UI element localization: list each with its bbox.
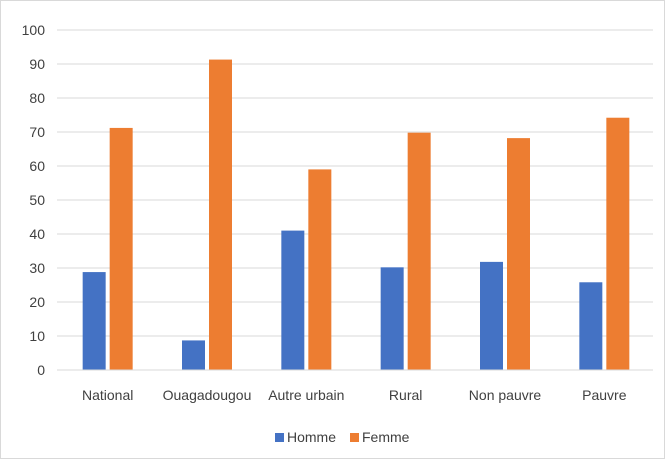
x-category-label: Rural [389, 387, 422, 403]
bar-homme-non-pauvre [480, 261, 503, 370]
gridlines [57, 29, 653, 337]
bar-femme-pauvre [606, 117, 630, 370]
legend-swatch [350, 433, 359, 442]
y-tick-label: 50 [29, 192, 45, 208]
bars [82, 59, 630, 370]
x-category-label: National [82, 387, 133, 403]
x-category-label: Pauvre [582, 387, 627, 403]
legend-item-homme: Homme [275, 429, 336, 445]
y-tick-label: 90 [29, 56, 45, 72]
bar-homme-autre-urbain [281, 230, 305, 370]
y-tick-label: 80 [29, 90, 45, 106]
legend: Homme Femme [275, 429, 410, 445]
y-tick-label: 100 [22, 22, 46, 38]
bar-femme-autre-urbain [308, 169, 332, 370]
legend-label: Homme [287, 429, 336, 445]
x-category-label: Ouagadougou [163, 387, 252, 403]
y-axis-tick-labels: 0 10 20 30 40 50 60 70 80 90 100 [22, 22, 46, 378]
bar-femme-national [109, 127, 133, 370]
x-category-label: Non pauvre [469, 387, 542, 403]
y-tick-label: 0 [37, 362, 45, 378]
bar-homme-pauvre [579, 282, 603, 370]
y-tick-label: 60 [29, 158, 45, 174]
bar-femme-ouagadougou [209, 59, 232, 370]
bar-homme-national [82, 272, 106, 370]
bar-femme-rural [407, 132, 431, 370]
bar-homme-rural [380, 267, 404, 370]
y-tick-label: 10 [29, 328, 45, 344]
y-tick-label: 40 [29, 226, 45, 242]
y-tick-label: 70 [29, 124, 45, 140]
legend-label: Femme [362, 429, 410, 445]
x-category-label: Autre urbain [268, 387, 344, 403]
bar-femme-non-pauvre [507, 138, 530, 370]
y-tick-label: 30 [29, 260, 45, 276]
legend-swatch [275, 433, 284, 442]
x-axis-category-labels: National Ouagadougou Autre urbain Rural Non … [82, 387, 627, 403]
y-tick-label: 20 [29, 294, 45, 310]
bar-homme-ouagadougou [182, 340, 205, 370]
legend-item-femme: Femme [350, 429, 410, 445]
